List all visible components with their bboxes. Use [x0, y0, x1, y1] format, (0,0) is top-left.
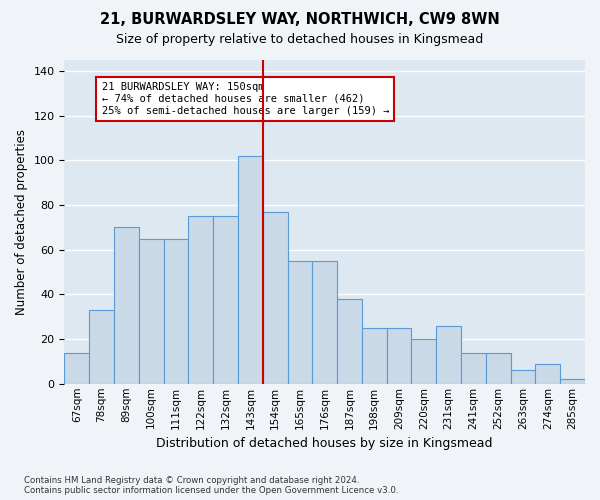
Bar	[287, 261, 313, 384]
Bar	[362, 328, 386, 384]
Text: 21, BURWARDSLEY WAY, NORTHWICH, CW9 8WN: 21, BURWARDSLEY WAY, NORTHWICH, CW9 8WN	[100, 12, 500, 28]
Bar	[188, 216, 213, 384]
Bar	[114, 228, 139, 384]
Bar	[461, 352, 486, 384]
Bar	[313, 261, 337, 384]
Bar	[139, 238, 164, 384]
Bar	[164, 238, 188, 384]
Bar	[89, 310, 114, 384]
Bar	[263, 212, 287, 384]
Text: Contains HM Land Registry data © Crown copyright and database right 2024.
Contai: Contains HM Land Registry data © Crown c…	[24, 476, 398, 495]
Bar	[535, 364, 560, 384]
Bar	[238, 156, 263, 384]
Bar	[511, 370, 535, 384]
Bar	[64, 352, 89, 384]
Bar	[412, 339, 436, 384]
Bar	[486, 352, 511, 384]
X-axis label: Distribution of detached houses by size in Kingsmead: Distribution of detached houses by size …	[157, 437, 493, 450]
Text: Size of property relative to detached houses in Kingsmead: Size of property relative to detached ho…	[116, 32, 484, 46]
Text: 21 BURWARDSLEY WAY: 150sqm
← 74% of detached houses are smaller (462)
25% of sem: 21 BURWARDSLEY WAY: 150sqm ← 74% of deta…	[101, 82, 389, 116]
Bar	[436, 326, 461, 384]
Bar	[560, 380, 585, 384]
Y-axis label: Number of detached properties: Number of detached properties	[15, 129, 28, 315]
Bar	[386, 328, 412, 384]
Bar	[337, 299, 362, 384]
Bar	[213, 216, 238, 384]
